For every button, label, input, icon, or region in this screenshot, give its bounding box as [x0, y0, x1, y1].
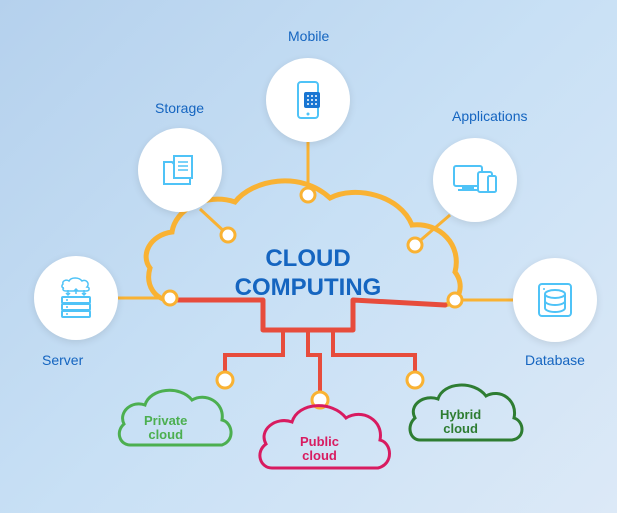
mobile-icon — [286, 78, 330, 122]
center-title-line1: CLOUD — [265, 245, 350, 272]
storage-label: Storage — [155, 100, 204, 116]
applications-circle — [433, 138, 517, 222]
applications-icon — [450, 158, 500, 202]
storage-circle — [138, 128, 222, 212]
database-label: Database — [525, 352, 585, 368]
database-icon — [533, 278, 577, 322]
mobile-label: Mobile — [288, 28, 329, 44]
storage-icon — [158, 148, 202, 192]
hybrid-cloud-label: Hybrid cloud — [440, 408, 481, 437]
mobile-circle — [266, 58, 350, 142]
server-label: Server — [42, 352, 83, 368]
private-cloud-label: Private cloud — [144, 414, 187, 443]
drop-lines — [225, 330, 415, 400]
center-title: CLOUD COMPUTING — [228, 245, 388, 303]
server-circle — [34, 256, 118, 340]
database-circle — [513, 258, 597, 342]
public-cloud-label: Public cloud — [300, 435, 339, 464]
server-icon — [54, 276, 98, 320]
applications-label: Applications — [452, 108, 528, 124]
center-title-line2: COMPUTING — [235, 274, 382, 301]
